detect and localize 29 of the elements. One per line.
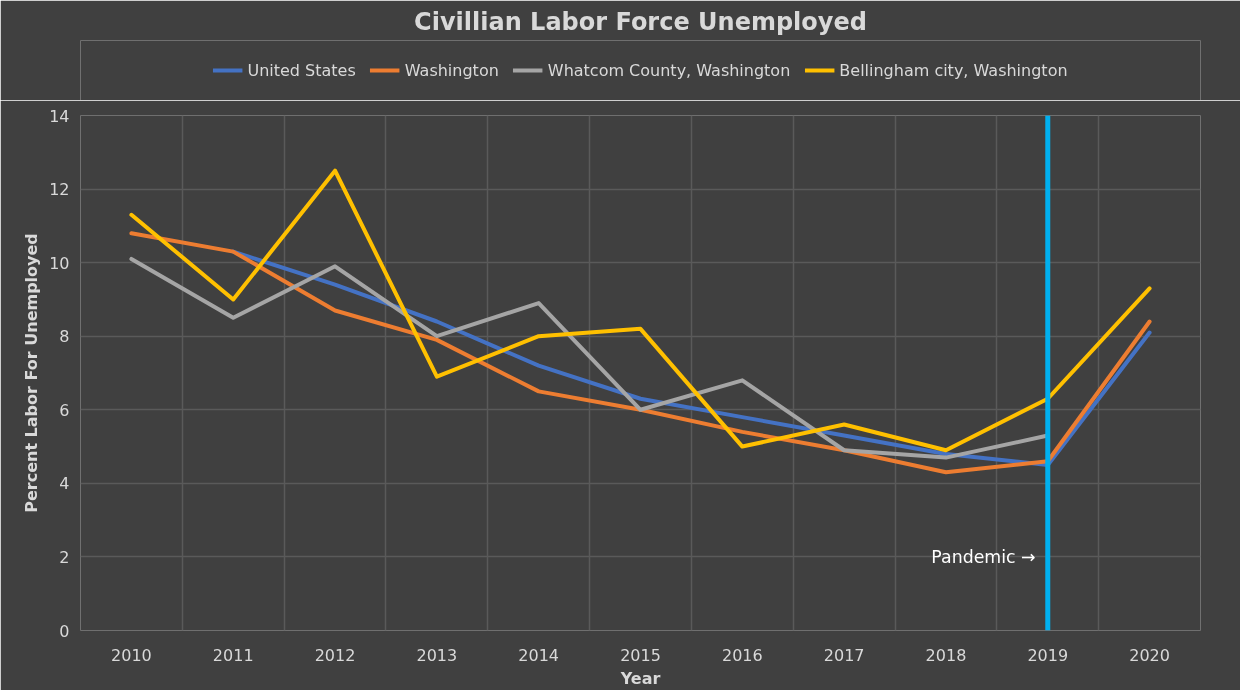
x-tick-label: 2012 (314, 645, 356, 665)
x-tick-label: 2015 (620, 645, 661, 665)
chart-title: Civillian Labor Force Unemployed (414, 7, 867, 36)
x-tick-label: 2019 (1027, 645, 1069, 665)
x-axis-title: Year (619, 668, 661, 688)
ref-line-label: Pandemic → (931, 546, 1036, 567)
x-tick-label: 2011 (212, 645, 254, 665)
line-series (129, 168, 1152, 453)
x-tick-label: 2018 (925, 645, 967, 665)
y-tick-label: 6 (59, 400, 70, 420)
y-tick-label: 14 (49, 106, 70, 126)
x-tick-label: 2014 (518, 645, 560, 665)
y-tick-label: 2 (59, 547, 70, 567)
line-series (129, 231, 1152, 475)
y-tick-label: 12 (49, 180, 70, 200)
legend-label: United States (247, 60, 356, 80)
legend-label: Washington (404, 60, 499, 80)
x-tick-label: 2016 (721, 645, 763, 665)
x-tick-label: 2013 (416, 645, 458, 665)
legend-label: Bellingham city, Washington (839, 60, 1068, 80)
legend-label: Whatcom County, Washington (547, 60, 791, 80)
x-tick-label: 2020 (1129, 645, 1170, 665)
x-tick-label: 2010 (111, 645, 152, 665)
y-tick-label: 10 (49, 253, 70, 273)
x-tick-label: 2017 (823, 645, 865, 665)
y-axis-title: Percent Labor For Unemployed (22, 233, 42, 513)
y-tick-label: 0 (59, 621, 70, 641)
y-tick-label: 8 (59, 327, 70, 347)
y-tick-label: 4 (59, 474, 70, 494)
